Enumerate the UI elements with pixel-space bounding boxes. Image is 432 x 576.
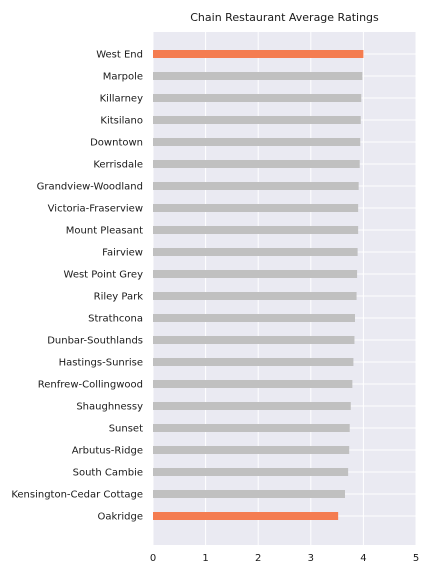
bar (153, 446, 350, 454)
bar (153, 380, 353, 388)
x-tick-label: 1 (202, 553, 208, 564)
bar (153, 182, 359, 190)
bar (153, 204, 359, 212)
x-axis-ticks: 0 1 2 3 4 5 (150, 553, 419, 564)
bar (153, 336, 355, 344)
category-label: Oakridge (97, 512, 143, 523)
bar (153, 314, 355, 322)
bar (153, 270, 358, 278)
category-label: Mount Pleasant (66, 226, 143, 237)
bar (153, 50, 364, 58)
x-tick-label: 4 (360, 553, 366, 564)
bar (153, 468, 349, 476)
category-label: Marpole (103, 72, 143, 83)
bar (153, 512, 339, 520)
category-labels: West End Marpole Killarney Kitsilano Downtow… (11, 50, 143, 523)
category-label: Strathcona (88, 314, 143, 325)
category-label: Kerrisdale (93, 160, 143, 171)
category-label: Riley Park (94, 292, 144, 303)
bar (153, 490, 345, 498)
category-label: Downtown (90, 138, 143, 149)
bar (153, 248, 358, 256)
category-label: Victoria-Fraserview (48, 204, 143, 215)
category-label: West End (96, 50, 143, 61)
category-label: Hastings-Sunrise (59, 358, 143, 369)
x-tick-label: 3 (308, 553, 314, 564)
bar (153, 160, 360, 168)
category-label: Fairview (102, 248, 143, 259)
category-label: Kensington-Cedar Cottage (11, 490, 143, 501)
category-label: Killarney (100, 94, 143, 105)
bar (153, 72, 363, 80)
bar (153, 292, 357, 300)
bar (153, 424, 350, 432)
bar (153, 358, 354, 366)
category-label: Dunbar-Southlands (47, 336, 143, 347)
category-label: Shaughnessy (76, 402, 143, 413)
bars (153, 50, 364, 520)
x-tick-label: 0 (150, 553, 156, 564)
bar (153, 402, 351, 410)
x-tick-label: 2 (255, 553, 261, 564)
category-label: Sunset (109, 424, 143, 435)
chart-title: Chain Restaurant Average Ratings (190, 11, 379, 24)
category-label: Renfrew-Collingwood (38, 380, 143, 391)
bar (153, 226, 359, 234)
category-label: Grandview-Woodland (37, 182, 143, 193)
category-label: Arbutus-Ridge (72, 446, 143, 457)
bar (153, 116, 361, 124)
category-label: Kitsilano (100, 116, 143, 127)
bar (153, 138, 361, 146)
bar (153, 94, 362, 102)
x-tick-label: 5 (413, 553, 419, 564)
category-label: West Point Grey (64, 270, 144, 281)
category-label: South Cambie (73, 468, 143, 479)
